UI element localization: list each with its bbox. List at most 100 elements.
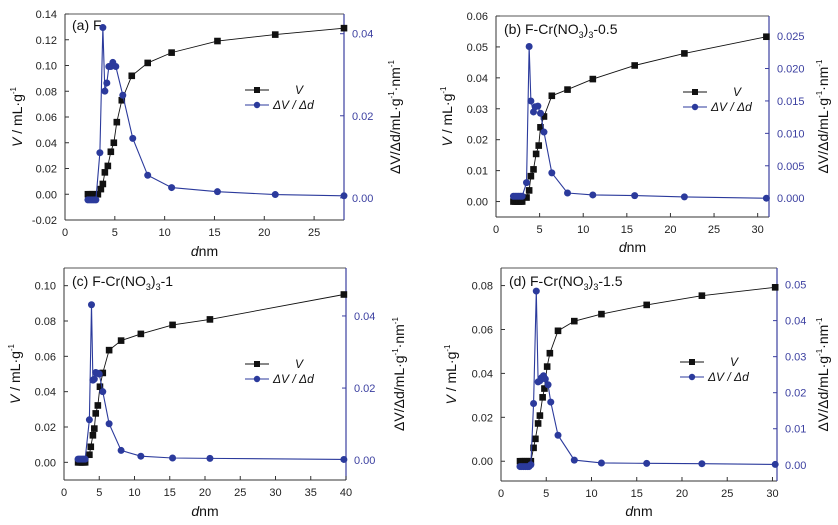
x-tick-label: 40 <box>340 487 352 499</box>
data-point-v <box>206 316 214 323</box>
data-point-dvdd <box>95 370 103 378</box>
x-tick-label: 5 <box>543 488 549 500</box>
y2-tick-label: 0.020 <box>777 64 805 76</box>
y-tick-label: 0.00 <box>36 189 57 201</box>
chart-panel-c: 0.00 0.02 0.04 0.06 0.08 0.10 0.00 0.02 0.04 0 5 10… <box>7 267 407 519</box>
data-point-v <box>564 86 571 93</box>
data-point-dvdd <box>554 431 562 439</box>
data-point-dvdd <box>548 169 556 177</box>
data-point-dvdd <box>137 452 145 460</box>
legend-marker-v <box>689 359 695 365</box>
data-point-v <box>523 194 530 201</box>
data-point-v <box>86 451 93 459</box>
series-line-dvdd <box>87 27 345 201</box>
data-point-v <box>87 443 95 451</box>
data-point-v <box>535 142 543 149</box>
y-axis-label: V / mL·g-1 <box>7 343 23 404</box>
x-tick-label: 0 <box>498 488 504 500</box>
data-point-v <box>525 187 533 194</box>
legend-marker-dvdd <box>691 103 699 111</box>
x-tick-label: 20 <box>676 488 688 500</box>
data-point-v <box>101 169 109 176</box>
x-axis-label: dnm <box>619 239 646 255</box>
data-point-dvdd <box>92 196 100 204</box>
legend: VΔV / Δd <box>683 85 752 114</box>
data-point-v <box>681 50 688 57</box>
data-point-v <box>543 363 551 370</box>
x-tick-label: 0 <box>62 227 68 239</box>
y-tick-label: 0.04 <box>472 368 493 380</box>
y-tick-label: 0.06 <box>467 11 488 23</box>
data-point-dvdd <box>762 194 770 202</box>
data-point-dvdd <box>631 192 639 200</box>
data-point-v <box>91 425 98 432</box>
data-point-v <box>117 337 125 344</box>
data-point-v <box>214 37 221 45</box>
data-point-dvdd <box>169 454 177 462</box>
y-tick-label: 0.10 <box>36 61 57 73</box>
data-point-dvdd <box>96 149 104 157</box>
x-tick-label: 15 <box>631 488 643 500</box>
data-point-v <box>340 291 348 298</box>
data-point-dvdd <box>541 375 549 383</box>
y-tick-label: 0.08 <box>35 316 56 328</box>
y2-axis-label: ΔV/Δd/mL·g-1·nm-1 <box>815 59 831 173</box>
data-point-v <box>89 432 97 439</box>
data-point-dvdd <box>206 454 214 462</box>
data-point-dvdd <box>530 400 538 408</box>
data-point-dvdd <box>771 460 779 468</box>
data-point-v <box>554 327 562 335</box>
y-tick-label: 0.06 <box>35 351 56 363</box>
y-axis-label: V / mL·g-1 <box>439 86 455 147</box>
data-point-v <box>97 185 105 193</box>
x-tick-label: 30 <box>766 488 778 500</box>
y2-tick-label: 0.01 <box>785 424 806 436</box>
legend-marker-dvdd <box>688 373 696 381</box>
y-tick-label: 0.02 <box>467 135 488 147</box>
data-point-dvdd <box>536 109 544 117</box>
x-tick-label: 5 <box>112 227 118 239</box>
panel-title: (b) F-Cr(NO3)3-0.5 <box>504 21 618 40</box>
data-point-v <box>107 148 115 156</box>
data-point-v <box>532 435 539 443</box>
data-point-dvdd <box>523 179 531 187</box>
data-point-v <box>530 166 537 173</box>
data-point-dvdd <box>112 63 120 71</box>
y-tick-label: 0.06 <box>36 112 57 124</box>
y-tick-label: 0.10 <box>35 281 56 293</box>
x-tick-label: 20 <box>258 227 270 239</box>
data-point-v <box>589 75 597 83</box>
y-tick-label: 0.08 <box>472 281 493 293</box>
y2-tick-label: 0.000 <box>777 193 805 205</box>
y2-tick-label: 0.00 <box>352 193 373 205</box>
data-point-v <box>537 124 544 131</box>
y2-axis-label: ΔV/Δd/mL·g-1·nm-1 <box>387 60 403 174</box>
legend-label-dvdd: ΔV / Δd <box>707 370 749 384</box>
data-point-dvdd <box>525 42 533 50</box>
data-point-v <box>763 33 770 41</box>
x-tick-label: 15 <box>621 224 633 236</box>
chart-panel-b: 0.00 0.01 0.02 0.03 0.04 0.05 0.06 0.000 0.005 0.… <box>439 11 831 255</box>
y2-tick-label: 0.02 <box>352 111 373 123</box>
data-point-v <box>137 330 145 338</box>
data-point-v <box>541 385 548 392</box>
data-point-v <box>546 349 554 357</box>
data-point-dvdd <box>105 420 113 428</box>
data-point-dvdd <box>144 171 152 179</box>
data-point-v <box>168 49 175 56</box>
data-point-v <box>128 72 136 80</box>
y2-axis-label: ΔV/Δd/mL·g-1·nm-1 <box>391 317 407 431</box>
data-point-dvdd <box>680 193 688 201</box>
legend-marker-v <box>254 361 260 367</box>
data-point-v <box>271 31 279 38</box>
data-point-dvdd <box>518 192 526 200</box>
y2-tick-label: 0.015 <box>777 96 805 108</box>
legend-marker-dvdd <box>253 375 261 383</box>
data-point-v <box>118 96 126 104</box>
y2-tick-label: 0.05 <box>785 280 806 292</box>
data-point-v <box>94 402 102 409</box>
chart-panel-d: 0.00 0.02 0.04 0.06 0.08 0.00 0.01 0.02 0.03 0.04… <box>443 267 831 519</box>
x-tick-label: 0 <box>61 487 67 499</box>
data-point-dvdd <box>271 191 279 199</box>
x-axis-label: dnm <box>625 503 652 519</box>
